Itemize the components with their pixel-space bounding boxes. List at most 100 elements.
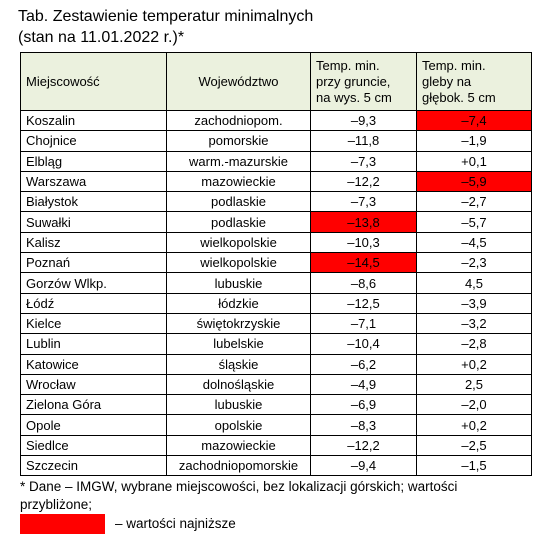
header-row: Miejscowość Województwo Temp. min. przy gr… bbox=[20, 52, 532, 111]
table-cell: Wrocław bbox=[20, 373, 167, 396]
table-cell: –12,2 bbox=[310, 434, 417, 457]
table-cell: Kalisz bbox=[20, 231, 167, 254]
table-cell: –4,9 bbox=[310, 373, 417, 396]
table-row: Szczecin zachodniopomorskie –9,4 –1,5 bbox=[20, 455, 532, 477]
table-row: Poznań wielkopolskie –14,5 –2,3 bbox=[20, 252, 532, 274]
table-cell: dolnośląskie bbox=[166, 373, 311, 396]
table-cell: zachodniopomorskie bbox=[166, 455, 311, 477]
table-cell: –12,5 bbox=[310, 292, 417, 314]
table-row: Warszawa mazowieckie –12,2 –5,9 bbox=[20, 170, 532, 193]
header-cell: Temp. min. gleby na głębok. 5 cm bbox=[416, 52, 532, 111]
table-row: Chojnice pomorskie –11,8 –1,9 bbox=[20, 130, 532, 152]
header-cell: Miejscowość bbox=[20, 52, 167, 111]
table-cell: podlaskie bbox=[166, 191, 311, 213]
table-cell: Chojnice bbox=[20, 130, 167, 152]
table-cell: Warszawa bbox=[20, 170, 167, 193]
table-row: Łódź łódzkie –12,5 –3,9 bbox=[20, 292, 532, 314]
table-cell: –2,3 bbox=[416, 252, 532, 274]
table-cell: zachodniopom. bbox=[166, 109, 311, 132]
table-cell: –12,2 bbox=[310, 170, 417, 193]
table-cell: mazowieckie bbox=[166, 434, 311, 457]
table-cell: 2,5 bbox=[416, 373, 532, 396]
table: Miejscowość Województwo Temp. min. przy gr… bbox=[20, 52, 532, 477]
table-cell: opolskie bbox=[166, 414, 311, 436]
table-cell: –2,7 bbox=[416, 191, 532, 213]
table-cell: –1,5 bbox=[416, 455, 532, 477]
table-cell: Opole bbox=[20, 414, 167, 436]
table-cell: –9,3 bbox=[310, 109, 417, 132]
table-cell: Łódź bbox=[20, 292, 167, 314]
table-row: Zielona Góra lubuskie –6,9 –2,0 bbox=[20, 394, 532, 416]
table-row: Siedlce mazowieckie –12,2 –2,5 bbox=[20, 434, 532, 457]
table-row: Kalisz wielkopolskie –10,3 –4,5 bbox=[20, 231, 532, 254]
table-cell: podlaskie bbox=[166, 211, 311, 233]
table-cell: –2,0 bbox=[416, 394, 532, 416]
footnote: * Dane – IMGW, wybrane miejscowości, bez… bbox=[20, 479, 458, 512]
table-row: Wrocław dolnośląskie –4,9 2,5 bbox=[20, 373, 532, 396]
table-cell: –7,1 bbox=[310, 312, 417, 335]
table-cell: –3,2 bbox=[416, 312, 532, 335]
table-cell: Kielce bbox=[20, 312, 167, 335]
table-cell: –1,9 bbox=[416, 130, 532, 152]
table-cell: –13,8 bbox=[310, 211, 417, 233]
table-cell: –7,3 bbox=[310, 191, 417, 213]
table-cell: –5,7 bbox=[416, 211, 532, 233]
table-cell: +0,2 bbox=[416, 353, 532, 375]
table-cell: mazowieckie bbox=[166, 170, 311, 193]
table-row: Opole opolskie –8,3 +0,2 bbox=[20, 414, 532, 436]
table-cell: lubelskie bbox=[166, 333, 311, 355]
table-cell: pomorskie bbox=[166, 130, 311, 152]
title: Tab. Zestawienie temperatur minimalnych … bbox=[18, 6, 313, 48]
table-cell: –4,5 bbox=[416, 231, 532, 254]
title-line: Tab. Zestawienie temperatur minimalnych bbox=[18, 8, 314, 25]
table-row: Kielce świętokrzyskie –7,1 –3,2 bbox=[20, 312, 532, 335]
table-cell: –8,6 bbox=[310, 272, 417, 294]
table-cell: Szczecin bbox=[20, 455, 167, 477]
table-cell: lubuskie bbox=[166, 394, 311, 416]
table-cell: Siedlce bbox=[20, 434, 167, 457]
legend-swatch bbox=[20, 514, 105, 534]
table-cell: wielkopolskie bbox=[166, 252, 311, 274]
table-cell: Zielona Góra bbox=[20, 394, 167, 416]
table-row: Elbląg warm.-mazurskie –7,3 +0,1 bbox=[20, 150, 532, 172]
table-cell: wielkopolskie bbox=[166, 231, 311, 254]
table-cell: –14,5 bbox=[310, 252, 417, 274]
table-cell: +0,1 bbox=[416, 150, 532, 172]
table-cell: Katowice bbox=[20, 353, 167, 375]
table-cell: –11,8 bbox=[310, 130, 417, 152]
table-cell: –2,8 bbox=[416, 333, 532, 355]
table-cell: 4,5 bbox=[416, 272, 532, 294]
table-cell: –10,3 bbox=[310, 231, 417, 254]
table-cell: lubuskie bbox=[166, 272, 311, 294]
table-cell: –5,9 bbox=[416, 170, 532, 193]
table-cell: świętokrzyskie bbox=[166, 312, 311, 335]
table-cell: Koszalin bbox=[20, 109, 167, 132]
table-cell: Białystok bbox=[20, 191, 167, 213]
legend-text: – wartości najniższe bbox=[115, 516, 236, 531]
table-cell: Poznań bbox=[20, 252, 167, 274]
table-cell: łódzkie bbox=[166, 292, 311, 314]
table-cell: –7,3 bbox=[310, 150, 417, 172]
table-cell: –9,4 bbox=[310, 455, 417, 477]
table-row: Lublin lubelskie –10,4 –2,8 bbox=[20, 333, 532, 355]
table-cell: –6,2 bbox=[310, 353, 417, 375]
table-cell: –7,4 bbox=[416, 109, 532, 132]
table-cell: Elbląg bbox=[20, 150, 167, 172]
table-row: Suwałki podlaskie –13,8 –5,7 bbox=[20, 211, 532, 233]
table-cell: –10,4 bbox=[310, 333, 417, 355]
table-cell: –3,9 bbox=[416, 292, 532, 314]
table-row: Gorzów Wlkp. lubuskie –8,6 4,5 bbox=[20, 272, 532, 294]
table-cell: warm.-mazurskie bbox=[166, 150, 311, 172]
table-cell: Suwałki bbox=[20, 211, 167, 233]
table-cell: –6,9 bbox=[310, 394, 417, 416]
table-row: Białystok podlaskie –7,3 –2,7 bbox=[20, 191, 532, 213]
table-cell: Gorzów Wlkp. bbox=[20, 272, 167, 294]
header-cell: Województwo bbox=[166, 52, 311, 111]
table-cell: –2,5 bbox=[416, 434, 532, 457]
header-cell: Temp. min. przy gruncie, na wys. 5 cm bbox=[310, 52, 417, 111]
title-line: (stan na 11.01.2022 r.)* bbox=[18, 29, 185, 46]
table-cell: –8,3 bbox=[310, 414, 417, 436]
table-row: Katowice śląskie –6,2 +0,2 bbox=[20, 353, 532, 375]
table-cell: Lublin bbox=[20, 333, 167, 355]
table-cell: +0,2 bbox=[416, 414, 532, 436]
